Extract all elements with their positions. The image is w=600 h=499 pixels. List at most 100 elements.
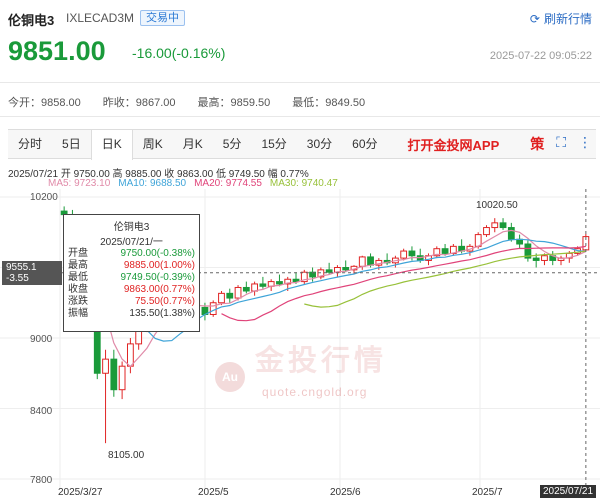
tooltip-row: 涨跌 75.50(0.77%) [64,296,199,308]
candle[interactable] [102,358,109,374]
watermark-logo: Au [215,362,245,392]
tooltip-key: 最高 [68,260,88,271]
y-tick-label: 9000 [30,334,53,345]
tab-15min[interactable]: 15分 [261,137,287,151]
candle[interactable] [309,271,316,278]
tooltip-value: 9750.00(-0.38%) [120,248,196,259]
candle[interactable] [276,281,283,285]
tooltip-value: 9863.00(0.77%) [123,284,195,295]
candle[interactable] [259,283,267,287]
stat-high: 最高：9859.50 [197,97,271,109]
period-tabs: 分时 5日 日K 周K 月K 5分 15分 30分 60分 打开金投网APP 策… [8,129,596,160]
candle[interactable] [367,256,374,266]
candle[interactable] [408,250,416,257]
candle-tooltip: 伦铜电3 2025/07/21/一 开盘 9750.00(-0.38%) 最高 988… [63,214,200,332]
tab-30min[interactable]: 30分 [306,137,333,151]
candle[interactable] [284,278,292,285]
refresh-label: 刷新行情 [543,12,592,26]
candle[interactable] [541,255,548,261]
ohlc-line: 2025/07/21 开 9750.00 高 9885.00 收 9863.00… [8,169,309,180]
candle[interactable] [524,243,532,259]
divider [0,82,600,83]
ma5-label: MA5: 9723.10 [48,178,111,189]
candle[interactable] [507,227,515,240]
more-icon[interactable]: ⋮ [578,134,592,150]
high-annotation: 10020.50 [476,200,518,211]
y-tick-label: 7800 [30,475,53,486]
tooltip-value: 9885.00(1.00%) [123,260,195,271]
stats-row: 今开：9858.00 昨收：9867.00 最高：9859.50 最低：9849… [8,94,387,110]
x-tick-label: 2025/7 [472,487,503,498]
tooltip-value: 75.50(0.77%) [134,296,195,307]
crosshair-value: 9555.1 [6,262,37,273]
tooltip-row: 收盘 9863.00(0.77%) [64,284,199,296]
crosshair-pct: -3.55 [6,273,29,284]
candle[interactable] [325,269,333,273]
ma-legend: MA5: 9723.10 MA10: 9688.50 MA20: 9774.55… [48,178,338,189]
candle[interactable] [292,278,300,283]
ma10-label: MA10: 9688.50 [118,178,187,189]
x-crosshair-label: 2025/07/21 [540,485,597,498]
low-annotation: 8105.00 [108,450,145,461]
y-tick-label: 8400 [30,406,53,417]
tab-fenshi[interactable]: 分时 [18,137,43,151]
candle[interactable] [491,222,499,229]
ma20-label: MA20: 9774.55 [194,178,262,189]
ma30-line [304,250,586,308]
x-tick-label: 2025/5 [198,487,229,498]
candle[interactable] [441,248,449,254]
candle[interactable] [110,358,118,391]
candle[interactable] [300,271,308,283]
candle[interactable] [209,302,217,315]
candle[interactable] [342,267,350,271]
tooltip-row: 最高 9885.00(1.00%) [64,260,199,272]
product-code: IXLECAD3M [66,11,135,25]
candle[interactable] [234,286,242,299]
candle[interactable] [126,343,134,367]
tooltip-title: 伦铜电3 [113,222,150,233]
y-tick-label: 10200 [30,192,58,203]
ma20-line [221,245,586,322]
candle[interactable] [242,286,250,292]
stat-prev-close: 昨收：9867.00 [102,97,176,109]
tooltip-value: 135.50(1.38%) [129,308,195,319]
refresh-button[interactable]: ⟳ 刷新行情 [530,10,592,27]
stat-low: 最低：9849.50 [292,97,366,109]
tab-monthly-k[interactable]: 月K [182,137,203,151]
divider [0,116,600,117]
candle[interactable] [358,256,366,267]
tab-5day[interactable]: 5日 [62,137,81,151]
candle[interactable] [218,292,225,304]
refresh-icon: ⟳ [529,11,540,26]
x-tick-label: 2025/6 [330,487,361,498]
tooltip-key: 收盘 [68,284,88,295]
tab-60min[interactable]: 60分 [352,137,378,151]
candle[interactable] [483,227,490,236]
stat-open: 今开：9858.00 [8,97,81,109]
candle[interactable] [226,292,234,299]
current-price: 9851.00 [8,36,106,66]
ma10-line [138,238,586,342]
tab-weekly-k[interactable]: 周K [142,137,163,151]
tooltip-row: 振幅 135.50(1.38%) [64,308,199,320]
tab-daily-k[interactable]: 日K [90,129,133,160]
tooltip-key: 开盘 [68,248,88,259]
tab-5min[interactable]: 5分 [222,137,242,151]
open-app-link[interactable]: 打开金投网APP [407,137,500,153]
watermark-text: 金投行情 [255,345,388,377]
price-change: -16.00(-0.16%) [132,45,226,61]
tooltip-value: 9749.50(-0.39%) [120,272,196,283]
candle[interactable] [433,248,441,257]
strategy-icon[interactable]: 策 [530,136,545,152]
product-title: 伦铜电3 [8,13,55,28]
tooltip-row: 开盘 9750.00(-0.38%) [64,248,199,260]
candle[interactable] [118,365,126,391]
candle[interactable] [400,250,408,259]
candle[interactable] [499,222,507,229]
quote-datetime: 2025-07-22 09:05:22 [489,50,592,62]
fullscreen-icon[interactable]: ⛶ [556,134,566,150]
watermark-url: quote.cngold.org [262,385,368,399]
tooltip-date: 2025/07/21/一 [100,237,163,248]
candle[interactable] [317,269,325,278]
candle[interactable] [532,257,540,261]
